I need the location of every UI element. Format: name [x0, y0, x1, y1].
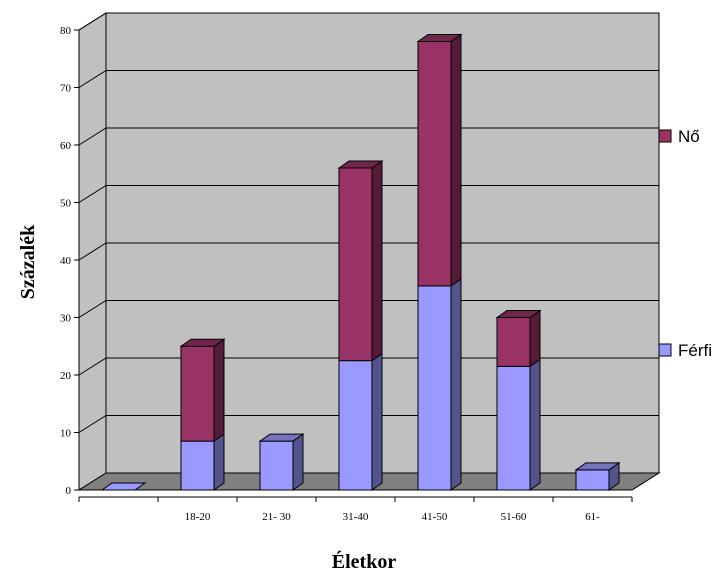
- gridline: [78, 70, 659, 88]
- x-axis-title: Életkor: [332, 550, 397, 573]
- bar-segment-no: [180, 345, 215, 442]
- legend-label: Férfi: [678, 341, 712, 360]
- gridline: [78, 12, 659, 31]
- bar-segment-ferfi: [417, 285, 452, 491]
- bar-segment-side: [371, 352, 383, 491]
- bar-segment-ferfi: [575, 469, 610, 491]
- gridline: [78, 357, 659, 376]
- bar-segment-ferfi: [338, 360, 373, 491]
- bar-segment-side: [371, 160, 383, 362]
- gridline: [78, 127, 659, 146]
- x-tick-label: 31-40: [343, 511, 369, 523]
- x-tick-label: 21- 30: [262, 511, 291, 523]
- y-axis-title: Százalék: [17, 224, 39, 299]
- y-tick-label: 40: [60, 255, 72, 267]
- y-tick-label: 30: [60, 313, 72, 325]
- y-tick-label: 50: [60, 198, 72, 210]
- bar-segment-side: [529, 358, 541, 491]
- bar-segment-side: [213, 338, 225, 443]
- bar-segment-ferfi: [259, 440, 294, 491]
- bar-segment-side: [213, 433, 225, 491]
- x-tick-label: 51-60: [501, 511, 527, 523]
- x-tick-label: 18-20: [185, 511, 211, 523]
- y-tick-label: 10: [60, 428, 72, 440]
- bar-segment-top: [258, 433, 305, 442]
- bar-segment-top: [574, 462, 621, 471]
- legend-swatch: [658, 343, 672, 357]
- gridline: [78, 300, 659, 318]
- y-tick-label: 70: [60, 83, 72, 95]
- legend-swatch: [658, 129, 672, 143]
- bar-segment-side: [450, 277, 462, 491]
- y-tick-label: 0: [66, 485, 72, 497]
- y-tick-label: 20: [60, 370, 72, 382]
- y-tick-label: 80: [60, 25, 72, 37]
- bar-segment-no: [496, 317, 531, 367]
- x-tick-label: 41-50: [422, 511, 448, 523]
- bar-segment-ferfi: [180, 440, 215, 491]
- y-tick-label: 60: [60, 140, 72, 152]
- bar-segment-top: [495, 310, 542, 318]
- legend-label: Nő: [678, 127, 700, 146]
- x-tick-label: 61-: [585, 511, 600, 523]
- bar-segment-side: [529, 309, 541, 368]
- bar-segment-ferfi: [496, 365, 531, 491]
- gridline: [78, 185, 659, 203]
- gridline: [78, 242, 659, 261]
- bar-segment-no: [417, 41, 452, 287]
- bar-segment-side: [292, 433, 304, 491]
- gridline: [78, 415, 659, 433]
- bar-segment-no: [338, 167, 373, 362]
- bar-segment-side: [450, 33, 462, 287]
- bar-segment-top: [100, 482, 147, 491]
- bar-segment-top: [179, 338, 226, 347]
- bar-segment-top: [337, 160, 384, 169]
- bar-segment-top: [416, 34, 463, 42]
